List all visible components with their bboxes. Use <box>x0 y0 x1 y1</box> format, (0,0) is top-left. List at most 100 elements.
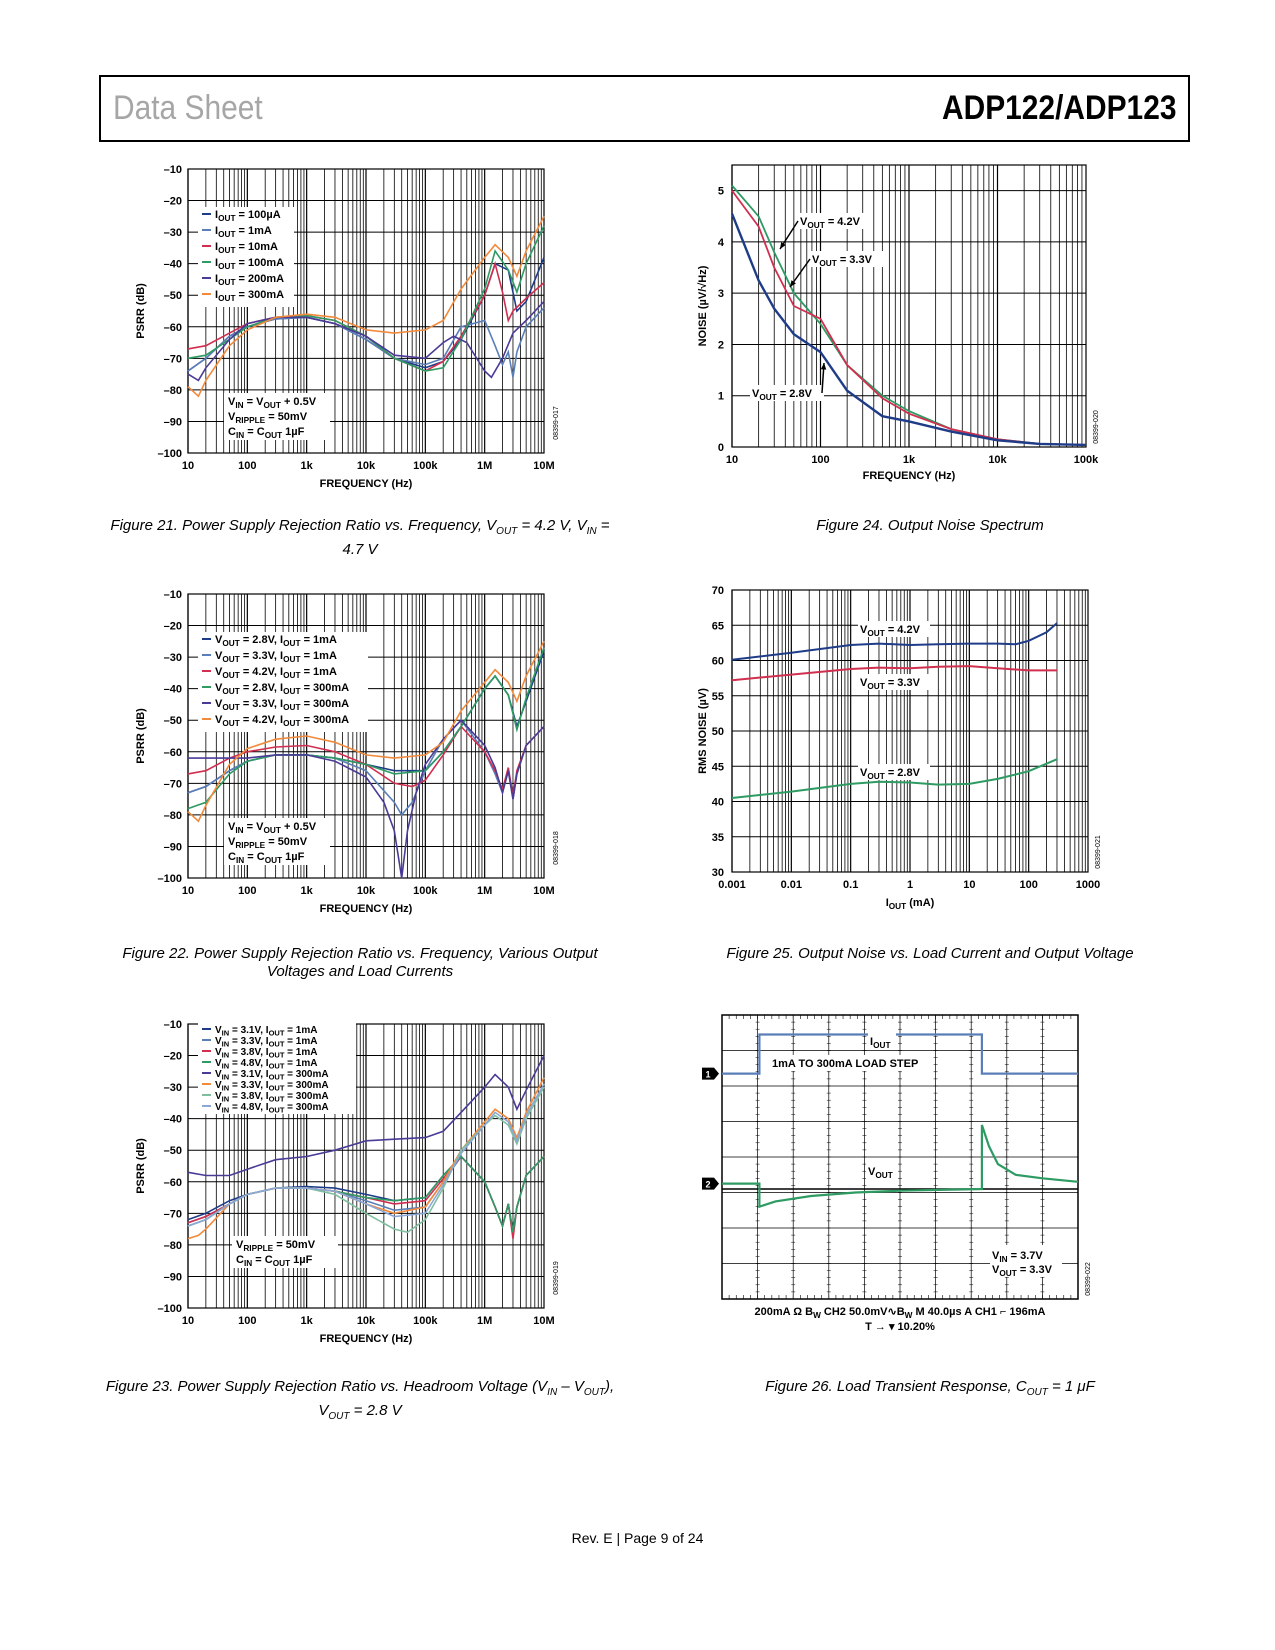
legend-entry: VIN = 4.8V, IOUT = 1mA <box>215 1058 317 1071</box>
x-tick-label: 10 <box>182 1315 194 1327</box>
legend-entry: VIN = 4.8V, IOUT = 300mA <box>215 1102 329 1115</box>
x-tick-label: 10M <box>533 885 554 897</box>
y-tick-label: –80 <box>164 810 182 822</box>
y-tick-label: –30 <box>164 227 182 239</box>
figure-21-chart: –10 –20 –30 –40 –50 –60 –70 –80 –90 –100 10 100 1k 10… <box>120 164 580 510</box>
y-tick-label: 35 <box>712 832 724 844</box>
legend-entry: VIN = 3.1V, IOUT = 1mA <box>215 1025 317 1038</box>
series-line-5 <box>187 300 545 382</box>
figure-23-chart: –10 –20 –30 –40 –50 –60 –70 –80 –90 –100 10 100 1k 10… <box>120 1019 580 1365</box>
x-tick-label: 0.01 <box>781 879 802 891</box>
y-tick-label: –20 <box>164 621 182 633</box>
x-axis-label: IOUT (mA) <box>886 897 935 911</box>
y-tick-label: 2 <box>718 339 724 351</box>
channel-marker <box>702 1177 719 1190</box>
x-axis-label: FREQUENCY (Hz) <box>320 903 413 915</box>
scope-trace-2 <box>722 1124 1079 1209</box>
series-label: VOUT = 4.2V <box>800 216 861 230</box>
figure-21-caption: Figure 21. Power Supply Rejection Ratio … <box>110 517 610 558</box>
x-tick-label: 100 <box>1019 879 1037 891</box>
x-tick-label: 100k <box>413 885 438 897</box>
series-line-4 <box>187 647 545 810</box>
vin-label: VIN = 3.7V <box>992 1250 1043 1264</box>
y-tick-label: 5 <box>718 186 724 198</box>
y-tick-label: –90 <box>164 416 182 428</box>
legend-entry: IOUT = 100mA <box>215 257 284 271</box>
y-tick-label: 65 <box>712 620 724 632</box>
series-line-2 <box>731 665 1057 682</box>
channel-marker-label: 1 <box>705 1070 710 1080</box>
series-line-5 <box>187 1055 545 1177</box>
series-line-8 <box>187 1083 545 1227</box>
legend-entry: VIN = 3.8V, IOUT = 1mA <box>215 1047 317 1060</box>
y-tick-label: 3 <box>718 288 724 300</box>
header-left-title: Data Sheet <box>113 89 263 127</box>
series-label: VOUT = 2.8V <box>752 388 813 402</box>
y-tick-label: –60 <box>164 747 182 759</box>
series-line-5 <box>188 719 545 879</box>
legend-entry: VIN = 3.3V, IOUT = 300mA <box>215 1080 329 1093</box>
y-tick-label: 40 <box>712 797 724 809</box>
x-tick-label: 10k <box>357 885 376 897</box>
y-tick-label: –20 <box>164 1051 182 1063</box>
x-tick-label: 100 <box>811 454 829 466</box>
x-tick-label: 1k <box>301 1315 314 1327</box>
arrow-head <box>820 363 827 370</box>
x-tick-label: 100 <box>238 885 256 897</box>
y-tick-label: –70 <box>164 778 182 790</box>
y-tick-label: –100 <box>158 1303 182 1315</box>
figure-22-chart: –10 –20 –30 –40 –50 –60 –70 –80 –90 –100 10 100 1k 10… <box>120 589 580 935</box>
y-tick-label: 60 <box>712 656 724 668</box>
y-tick-label: –90 <box>164 841 182 853</box>
figure-26-chart: 1 2 IOUT 1mA TO 300mA LOAD STEP VOUT VIN = 3.… <box>700 1014 1160 1360</box>
y-tick-label: –50 <box>164 1145 182 1157</box>
series-line-1 <box>731 622 1058 661</box>
legend-entry: IOUT = 300mA <box>215 289 284 303</box>
series-line-6 <box>187 640 545 823</box>
y-tick-label: 0 <box>718 442 724 454</box>
chart-annotation: VRIPPLE = 50mV <box>228 411 308 425</box>
figure-25-chart: 30 35 40 45 50 55 60 65 70 0.001 0.01 0.1 1 10 100 1000… <box>697 585 1160 935</box>
y-tick-label: –80 <box>164 385 182 397</box>
figure-25-caption: Figure 25. Output Noise vs. Load Current… <box>726 945 1134 962</box>
legend-entry: VOUT = 2.8V, IOUT = 1mA <box>215 634 337 648</box>
series-label: VOUT = 2.8V <box>860 767 921 781</box>
y-tick-label: –10 <box>164 589 182 601</box>
x-tick-label: 10M <box>533 1315 554 1327</box>
x-tick-label: 10 <box>182 460 194 472</box>
series-line-3 <box>730 213 1087 447</box>
x-tick-label: 10k <box>357 460 376 472</box>
legend-entry: VOUT = 3.3V, IOUT = 300mA <box>215 698 349 712</box>
y-axis-label: PSRR (dB) <box>135 708 147 764</box>
y-tick-label: –80 <box>164 1240 182 1252</box>
legend-entry: VOUT = 4.2V, IOUT = 300mA <box>215 714 349 728</box>
vout-label: VOUT <box>868 1166 893 1180</box>
figure-22-caption: Figure 22. Power Supply Rejection Ratio … <box>122 945 598 980</box>
scope-settings-line2: T → ▾ 10.20% <box>865 1321 935 1333</box>
y-tick-label: –60 <box>164 322 182 334</box>
series-label: VOUT = 3.3V <box>860 677 921 691</box>
arrow-head <box>780 242 786 249</box>
y-axis-label: NOISE (µV/√Hz) <box>697 265 709 346</box>
header-right-title: ADP122/ADP123 <box>941 89 1176 127</box>
y-tick-label: –100 <box>158 873 182 885</box>
fig26-svg: 1 2 IOUT 1mA TO 300mA LOAD STEP VOUT VIN = 3.… <box>702 1014 1092 1333</box>
series-line-4 <box>187 225 545 372</box>
y-tick-label: –10 <box>164 1019 182 1031</box>
y-tick-label: –30 <box>164 1082 182 1094</box>
chart-annotation: CIN = COUT 1µF <box>236 1254 313 1268</box>
legend-entry: VIN = 3.8V, IOUT = 300mA <box>215 1091 329 1104</box>
x-axis-label: FREQUENCY (Hz) <box>320 478 413 490</box>
channel-marker <box>702 1067 719 1080</box>
x-tick-label: 10k <box>357 1315 376 1327</box>
x-tick-label: 1M <box>477 885 492 897</box>
legend-entry: VIN = 3.1V, IOUT = 300mA <box>215 1069 329 1082</box>
figure-code: 08399-021 <box>1095 835 1102 869</box>
series-label: VOUT = 4.2V <box>860 624 921 638</box>
x-tick-label: 0.1 <box>843 879 858 891</box>
legend-entry: VIN = 3.3V, IOUT = 1mA <box>215 1036 317 1049</box>
y-tick-label: 1 <box>718 391 724 403</box>
y-tick-label: –50 <box>164 715 182 727</box>
